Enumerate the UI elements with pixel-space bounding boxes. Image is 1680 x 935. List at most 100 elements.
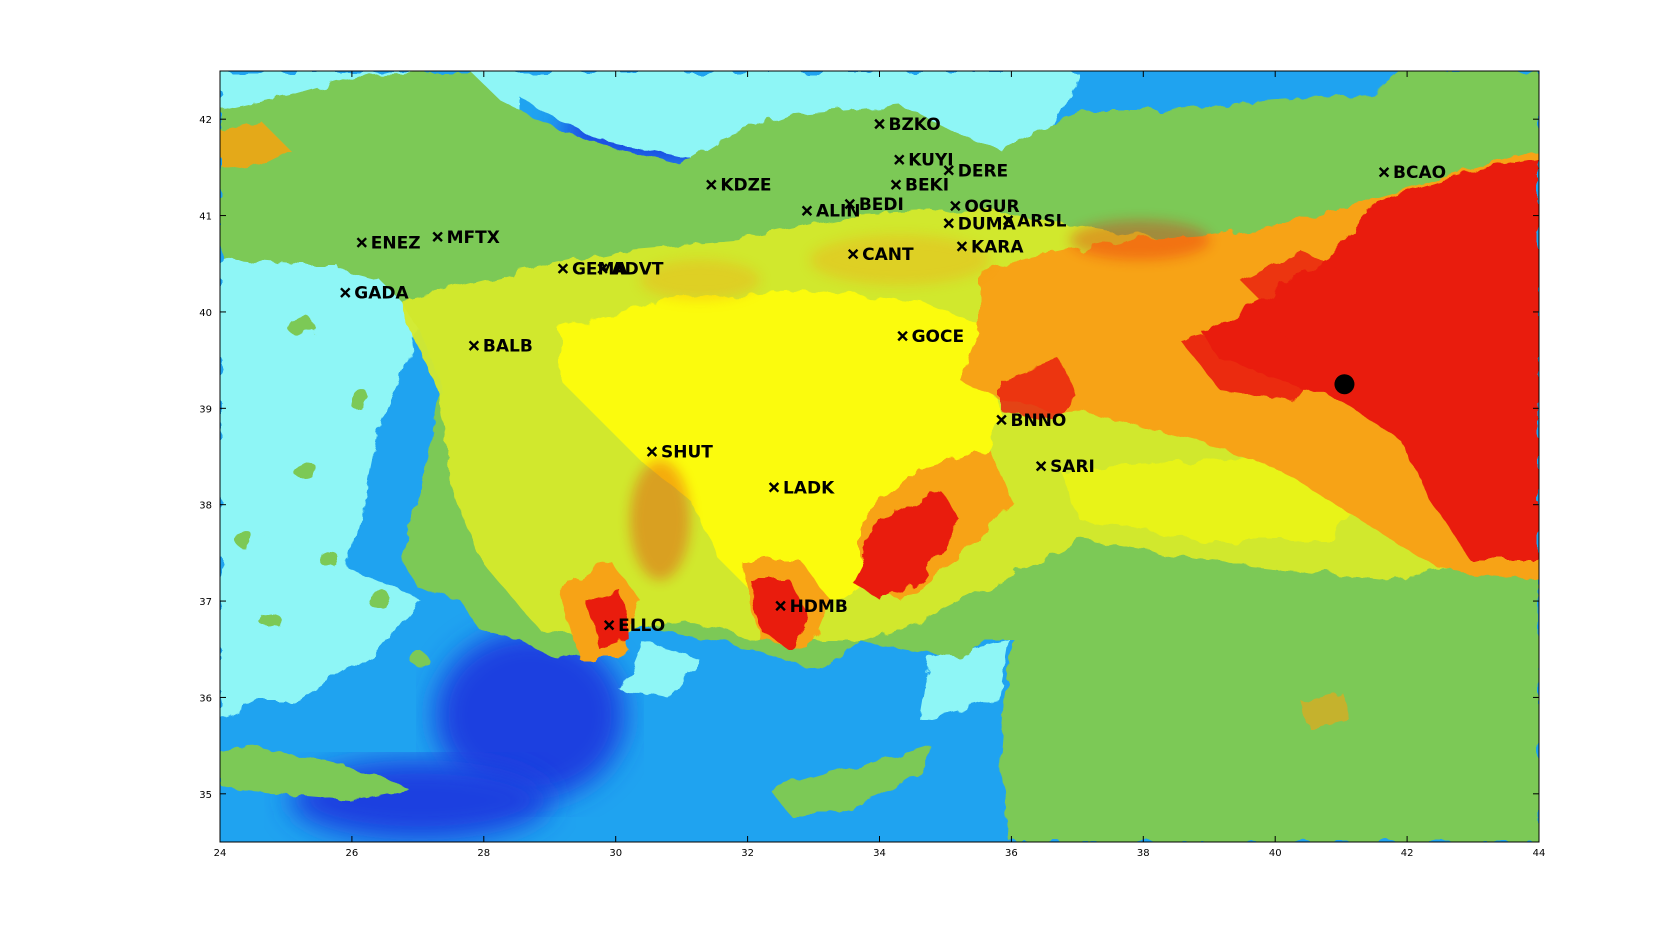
y-tick-label: 35 [199, 790, 212, 801]
station-label: LADK [783, 478, 835, 498]
x-tick-label: 26 [346, 848, 359, 859]
station-label: DERE [958, 161, 1008, 181]
y-tick-label: 39 [199, 404, 212, 415]
station-label: SHUT [661, 443, 713, 463]
station-kdze: KDZE [706, 176, 772, 196]
station-bedi: BEDI [844, 195, 904, 215]
station-arsl: ARSL [1002, 211, 1067, 231]
x-tick-label: 36 [1005, 848, 1018, 859]
station-marker-icon [468, 340, 480, 351]
station-marker-icon [844, 198, 856, 210]
station-label: OGUR [964, 197, 1019, 217]
x-tick-label: 34 [873, 848, 886, 859]
station-kuyi: KUYI [894, 151, 954, 171]
station-marker-icon [603, 619, 615, 631]
station-marker-icon [897, 330, 908, 342]
y-tick-label: 42 [199, 115, 212, 126]
station-label: HDMB [790, 597, 848, 617]
station-ogur: OGUR [950, 197, 1020, 217]
x-tick-label: 24 [214, 848, 227, 859]
deep-sea-patch [435, 630, 625, 800]
station-sari: SARI [1035, 457, 1095, 477]
station-marker-icon [943, 165, 954, 176]
y-axis: 35 36 37 38 39 40 41 42 [199, 115, 1539, 801]
station-label: ENEZ [371, 234, 421, 254]
station-label: CANT [862, 245, 914, 265]
station-label: ADVT [612, 260, 664, 280]
y-tick-label: 38 [199, 501, 212, 512]
map-plot-area [220, 71, 1539, 842]
station-marker-icon [950, 200, 961, 212]
x-tick-label: 32 [741, 848, 754, 859]
station-label: KDZE [720, 176, 771, 196]
x-tick-label: 38 [1137, 848, 1150, 859]
station-marker-icon [706, 179, 717, 190]
station-bcao: BCAO [1378, 163, 1446, 183]
station-label: BEDI [859, 195, 904, 215]
station-label: ELLO [618, 616, 665, 636]
station-label: GOCE [912, 327, 965, 347]
station-marker-icon [847, 248, 859, 260]
station-advt: ADVT [597, 260, 664, 280]
station-marker-icon [890, 179, 902, 190]
station-marker-icon [1035, 460, 1047, 472]
station-duma: DUMA [943, 214, 1017, 234]
x-tick-label: 42 [1401, 848, 1414, 859]
station-gada: GADA [340, 284, 410, 304]
station-label: KARA [971, 237, 1024, 257]
station-marker-icon [768, 482, 780, 493]
station-label: BNNO [1011, 411, 1067, 431]
station-label: SARI [1050, 457, 1095, 477]
y-tick-label: 36 [199, 693, 212, 704]
station-bzko: BZKO [874, 115, 941, 135]
station-marker-icon [597, 263, 608, 274]
station-marker-icon [1002, 215, 1014, 226]
station-ladk: LADK [768, 478, 835, 498]
x-tick-label: 40 [1269, 848, 1282, 859]
station-shut: SHUT [646, 443, 713, 463]
station-marker-icon [340, 287, 351, 298]
station-label: BALB [483, 337, 533, 357]
station-marker-icon [956, 241, 968, 252]
station-marker-icon [557, 263, 569, 274]
station-label: DUMA [958, 214, 1017, 234]
y-tick-label: 41 [199, 212, 212, 223]
x-axis: 24 26 28 30 32 34 36 38 40 42 44 [214, 71, 1546, 859]
station-hdmb: HDMB [775, 597, 848, 617]
station-cant: CANT [847, 245, 914, 265]
station-ello: ELLO [603, 616, 665, 636]
station-marker-icon [646, 446, 658, 457]
station-label: BCAO [1393, 163, 1446, 183]
mountain-bands [585, 160, 1539, 650]
station-dere: DERE [943, 161, 1008, 181]
station-mftx: MFTX [432, 228, 500, 248]
x-tick-label: 44 [1533, 848, 1546, 859]
station-marker-icon [801, 205, 813, 216]
station-marker-icon [874, 118, 885, 130]
station-label: ARSL [1017, 211, 1066, 231]
x-tick-label: 30 [609, 848, 622, 859]
station-label: GADA [354, 284, 409, 304]
x-tick-label: 28 [477, 848, 490, 859]
station-marker-icon [356, 237, 367, 248]
station-label: ALIN [816, 202, 861, 222]
y-tick-label: 40 [199, 308, 212, 319]
station-enez: ENEZ [356, 234, 421, 254]
station-label: BZKO [889, 115, 941, 135]
station-label: BEKI [905, 176, 949, 196]
station-marker-icon [1378, 166, 1390, 178]
station-marker-icon [432, 231, 443, 242]
station-balb: BALB [468, 337, 533, 357]
station-bnno: BNNO [996, 411, 1067, 431]
event-layer [1334, 374, 1355, 395]
station-kara: KARA [956, 237, 1024, 257]
y-tick-label: 37 [199, 597, 212, 608]
event-epicenter-icon [1334, 374, 1355, 395]
station-label: MFTX [447, 228, 500, 248]
station-alin: ALIN [801, 202, 861, 222]
station-goce: GOCE [897, 327, 965, 347]
station-marker-icon [943, 218, 954, 229]
terrain-texture [630, 220, 1210, 580]
